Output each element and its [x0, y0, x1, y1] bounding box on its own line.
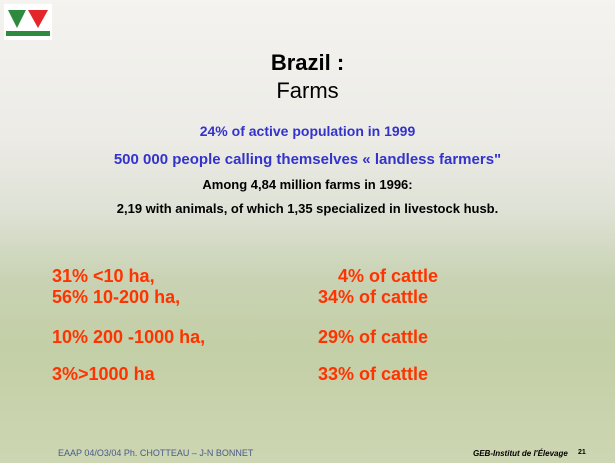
slide: Brazil : Farms 24% of active population …: [0, 0, 615, 463]
title: Brazil :: [0, 50, 615, 76]
line: 24% of active population in 1999: [0, 123, 615, 139]
cell: 33% of cattle: [318, 364, 428, 385]
cell: 56% 10-200 ha,: [52, 287, 180, 308]
footer-institute: GEB-Institut de l'Élevage: [473, 449, 568, 458]
page-number: 21: [578, 449, 586, 456]
line: Among 4,84 million farms in 1996:: [0, 177, 615, 192]
line: 2,19 with animals, of which 1,35 special…: [0, 201, 615, 216]
cell: 31% <10 ha,: [52, 266, 155, 287]
cell: 10% 200 -1000 ha,: [52, 327, 205, 348]
line: 500 000 people calling themselves « land…: [0, 151, 615, 168]
cell: 3%>1000 ha: [52, 364, 155, 385]
cell: 29% of cattle: [318, 327, 428, 348]
subtitle: Farms: [0, 78, 615, 104]
logo: [4, 4, 52, 40]
cell: 4% of cattle: [338, 266, 438, 287]
footer-authors: EAAP 04/O3/04 Ph. CHOTTEAU – J-N BONNET: [58, 448, 253, 458]
cell: 34% of cattle: [318, 287, 428, 308]
